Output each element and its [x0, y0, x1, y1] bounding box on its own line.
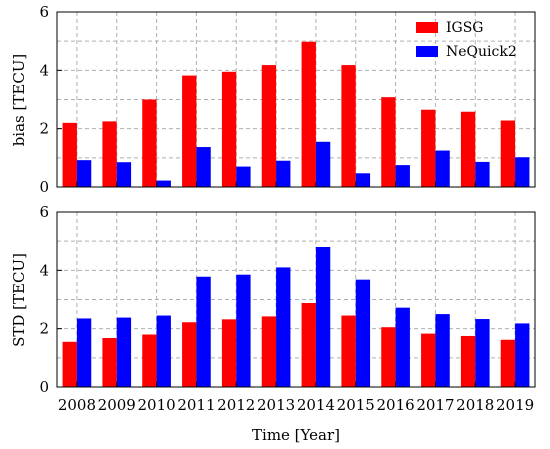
legend-swatch-nequick2: [416, 46, 438, 57]
std-bar-nequick2-2012: [236, 274, 251, 387]
bias-bar-igsg-2019: [500, 120, 516, 187]
bias-bar-igsg-2014: [301, 41, 316, 187]
std-bar-nequick2-2019: [515, 323, 530, 387]
x-tick-label-2010: 2010: [137, 396, 175, 414]
bias-y-tick-label: 0: [39, 178, 49, 196]
std-bar-igsg-2008: [62, 341, 77, 387]
bias-y-tick-label: 6: [39, 3, 49, 21]
std-bar-nequick2-2013: [276, 267, 291, 387]
bias-bar-igsg-2011: [182, 75, 197, 187]
x-tick-label-2016: 2016: [376, 396, 414, 414]
std-bar-nequick2-2010: [156, 315, 171, 387]
x-tick-label-2009: 2009: [98, 396, 136, 414]
bias-bar-igsg-2018: [460, 111, 476, 187]
x-tick-label-2015: 2015: [337, 396, 375, 414]
x-tick-label-2014: 2014: [297, 396, 335, 414]
std-bar-igsg-2017: [421, 333, 436, 387]
bias-bar-nequick2-2012: [236, 166, 251, 187]
bias-bar-igsg-2013: [261, 65, 277, 187]
bias-y-tick-label: 2: [39, 120, 49, 138]
legend-swatch-igsg: [416, 22, 438, 33]
std-bar-nequick2-2016: [395, 307, 410, 387]
std-bar-igsg-2015: [341, 315, 356, 387]
std-y-tick-label: 6: [39, 203, 49, 221]
legend: IGSG NeQuick2: [416, 20, 517, 60]
std-bar-igsg-2012: [221, 319, 237, 387]
std-y-tick-label: 2: [39, 320, 49, 338]
bias-bar-nequick2-2010: [156, 180, 171, 187]
bias-bar-nequick2-2017: [435, 150, 450, 187]
bias-panel: 0 2 4 6 IGSG NeQuick2: [39, 3, 536, 196]
x-tick-label-2017: 2017: [416, 396, 454, 414]
x-tick-label-2018: 2018: [456, 396, 494, 414]
std-bar-igsg-2013: [261, 316, 277, 387]
x-tick-label-2013: 2013: [257, 396, 295, 414]
std-bar-nequick2-2018: [475, 319, 490, 387]
std-bar-nequick2-2008: [76, 318, 92, 387]
legend-label-nequick2: NeQuick2: [446, 44, 517, 60]
bias-bar-nequick2-2008: [76, 160, 92, 187]
bias-bar-igsg-2009: [102, 121, 117, 187]
x-tick-label-2019: 2019: [496, 396, 534, 414]
std-y-axis-label: STD [TECU]: [10, 253, 28, 347]
std-panel: 0 2 4 6 2008 2009 2010 2011 2012 2013 2014 2015 2016…: [39, 203, 536, 414]
std-bar-igsg-2011: [182, 322, 197, 387]
x-tick-label-2008: 2008: [58, 396, 96, 414]
std-bar-igsg-2018: [460, 335, 476, 387]
legend-label-igsg: IGSG: [446, 20, 484, 36]
bias-bar-nequick2-2014: [315, 141, 331, 187]
std-bar-nequick2-2017: [435, 314, 450, 387]
bias-y-axis-label: bias [TECU]: [10, 54, 28, 147]
bias-bar-igsg-2015: [341, 65, 356, 187]
bias-bar-nequick2-2015: [355, 173, 371, 187]
x-tick-label-2011: 2011: [177, 396, 215, 414]
std-y-tick-label: 0: [39, 378, 49, 396]
bias-bar-igsg-2008: [62, 122, 77, 187]
std-bar-igsg-2010: [142, 334, 157, 387]
std-bar-nequick2-2009: [116, 317, 132, 387]
bias-bar-igsg-2016: [381, 97, 396, 187]
bias-plot-frame: [56, 11, 536, 188]
bias-bar-nequick2-2013: [276, 160, 291, 187]
std-plot-frame: [56, 211, 536, 388]
x-axis-label: Time [Year]: [252, 426, 340, 444]
bias-bar-igsg-2017: [421, 109, 436, 187]
bias-bar-igsg-2010: [142, 99, 157, 187]
std-y-tick-label: 4: [39, 261, 49, 279]
bias-bar-nequick2-2016: [395, 165, 410, 187]
std-bar-nequick2-2015: [355, 279, 371, 387]
bias-bar-nequick2-2018: [475, 161, 490, 187]
std-bar-igsg-2009: [102, 338, 117, 387]
x-tick-label-2012: 2012: [217, 396, 255, 414]
bias-bar-nequick2-2019: [515, 157, 530, 187]
std-bar-nequick2-2014: [315, 247, 331, 387]
std-bar-igsg-2019: [500, 339, 516, 387]
bias-bar-igsg-2012: [221, 71, 237, 187]
bias-bar-nequick2-2011: [196, 147, 211, 187]
std-bar-igsg-2014: [301, 303, 316, 387]
std-bar-igsg-2016: [381, 327, 396, 387]
std-bar-nequick2-2011: [196, 276, 211, 387]
bias-bar-nequick2-2009: [116, 162, 132, 187]
bias-y-tick-label: 4: [39, 61, 49, 79]
